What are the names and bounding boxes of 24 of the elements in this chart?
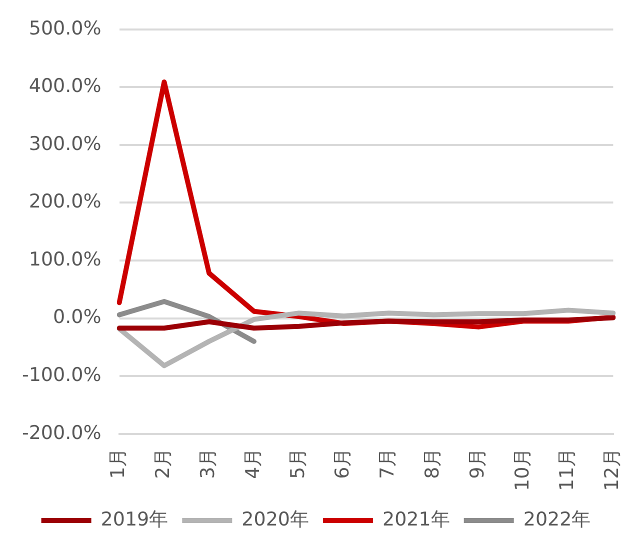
legend-label: 2020年: [242, 508, 310, 530]
x-tick-label: 7月: [376, 448, 399, 479]
y-tick-label: 500.0%: [28, 17, 102, 40]
x-tick-label: 12月: [601, 448, 624, 492]
x-tick-label: 2月: [152, 448, 174, 479]
y-tick-label: 0.0%: [53, 306, 102, 328]
x-tick-label: 8月: [422, 448, 444, 479]
y-tick-label: 200.0%: [28, 190, 102, 213]
y-tick-label: -200.0%: [22, 422, 102, 444]
x-tick-label: 11月: [556, 448, 578, 492]
x-tick-label: 6月: [332, 448, 354, 479]
x-tick-label: 1月: [107, 448, 130, 479]
x-tick-label: 5月: [286, 448, 309, 479]
x-tick-label: 10月: [511, 448, 534, 492]
x-tick-label: 4月: [242, 448, 264, 479]
legend-label: 2022年: [523, 508, 591, 530]
y-tick-label: 300.0%: [28, 132, 102, 155]
legend-label: 2021年: [382, 508, 450, 530]
y-tick-label: -100.0%: [22, 364, 102, 386]
legend-label: 2019年: [100, 508, 168, 530]
x-tick-label: 9月: [466, 448, 488, 479]
y-tick-label: 400.0%: [28, 75, 102, 98]
x-tick-label: 3月: [197, 448, 220, 479]
y-tick-label: 100.0%: [28, 248, 102, 270]
